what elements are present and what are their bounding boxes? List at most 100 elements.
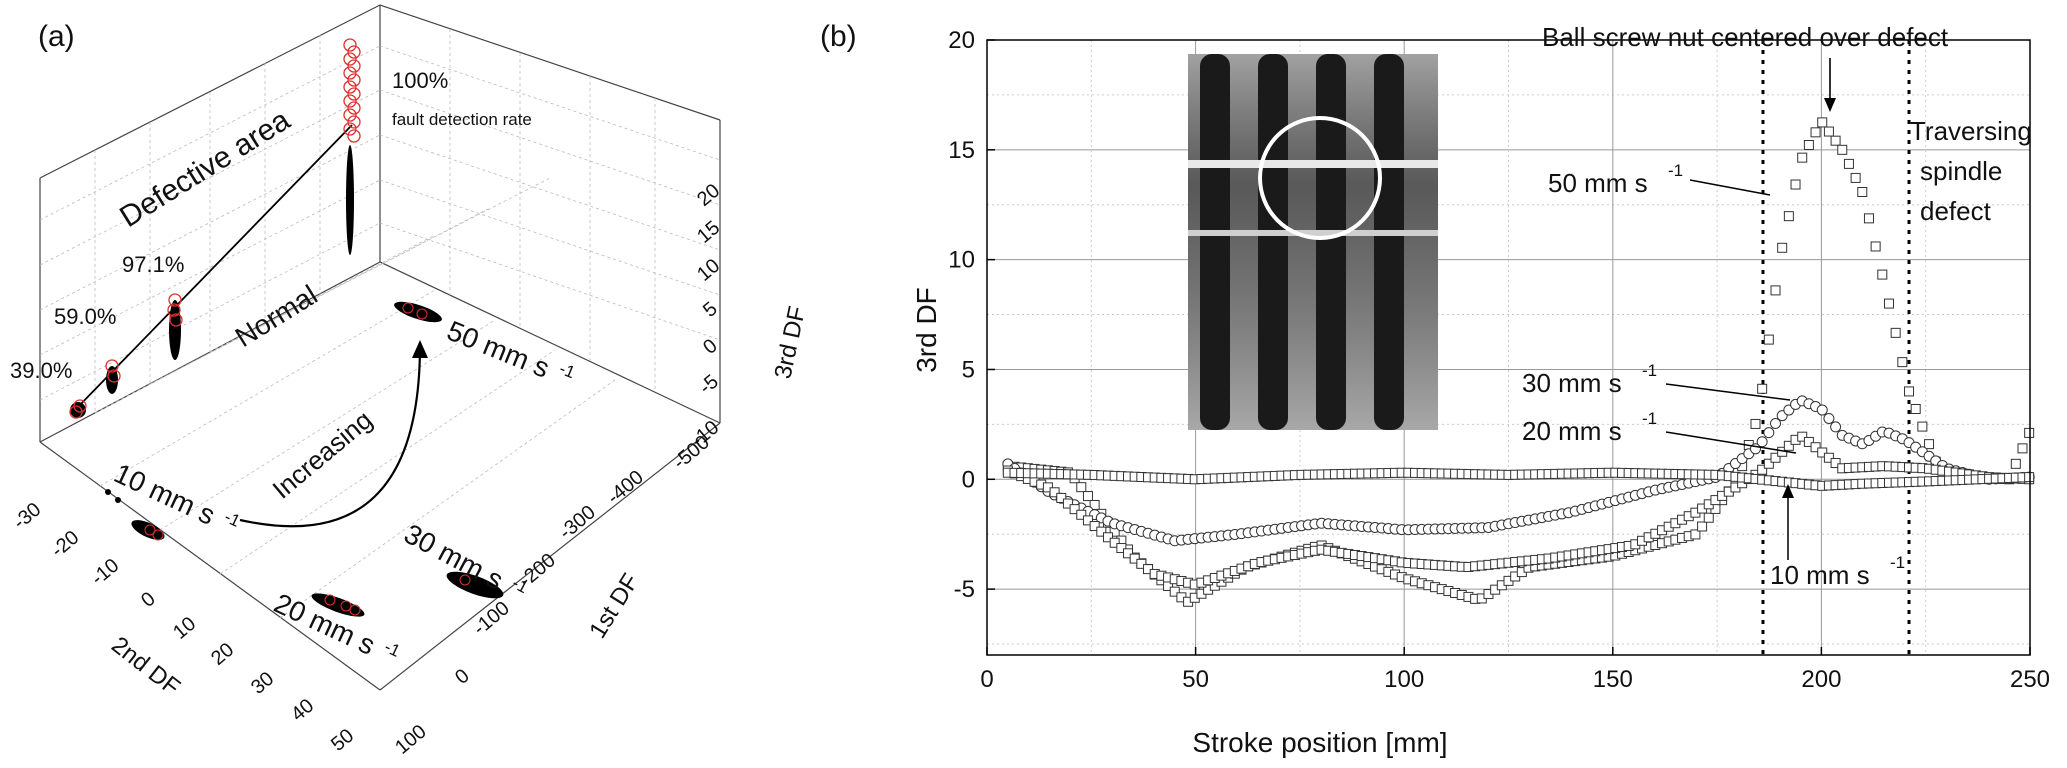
x-tick-label: 50 bbox=[1182, 666, 1209, 693]
data-point bbox=[1069, 504, 1080, 515]
red-point bbox=[347, 73, 361, 87]
series-3 bbox=[1002, 467, 2035, 491]
svg-text:0: 0 bbox=[137, 588, 160, 612]
normal-label: Normal bbox=[230, 279, 323, 353]
x-tick-label: 100 bbox=[1384, 666, 1424, 693]
cluster-97 bbox=[167, 293, 183, 360]
data-point bbox=[1770, 417, 1782, 429]
panel-a: (a) bbox=[9, 4, 811, 759]
data-point bbox=[1109, 537, 1120, 548]
svg-text:-1: -1 bbox=[1642, 409, 1657, 428]
svg-text:-1: -1 bbox=[1890, 553, 1905, 572]
data-point bbox=[1790, 179, 1801, 190]
svg-text:-30: -30 bbox=[9, 498, 45, 533]
data-point bbox=[1797, 431, 1808, 442]
data-point bbox=[1049, 487, 1060, 498]
data-point bbox=[1830, 458, 1841, 469]
data-point bbox=[1924, 439, 1935, 450]
data-point bbox=[1830, 135, 1841, 146]
svg-text:0: 0 bbox=[699, 335, 722, 359]
panel-a-grid bbox=[39, 29, 721, 619]
data-point bbox=[1102, 532, 1113, 543]
y-tick-label: 5 bbox=[962, 356, 975, 383]
chart-b-frame bbox=[986, 39, 2031, 656]
data-point bbox=[1897, 357, 1908, 368]
defective-area-label: Defective area bbox=[114, 103, 296, 234]
panel-a-label: (a) bbox=[38, 20, 75, 53]
speed-label-30: 30 mm s -1 bbox=[399, 518, 531, 597]
inset-photo bbox=[1188, 54, 1438, 430]
axis-2nd-df-label: 2nd DF bbox=[106, 631, 185, 701]
red-point bbox=[347, 59, 361, 73]
chart-b-points bbox=[1002, 117, 2035, 607]
data-point bbox=[1823, 412, 1835, 424]
data-point bbox=[1757, 383, 1768, 394]
svg-text:-300: -300 bbox=[555, 501, 600, 544]
axis-1st-df-label: 1st DF bbox=[584, 569, 644, 643]
chart-b-y-label: 3rd DF bbox=[911, 287, 942, 373]
detection-rate-text: fault detection rate bbox=[392, 110, 532, 129]
series-2 bbox=[1002, 431, 2035, 590]
data-point bbox=[1757, 464, 1768, 475]
data-point bbox=[1857, 186, 1868, 197]
data-point bbox=[1803, 436, 1814, 447]
svg-text:50 mm s: 50 mm s bbox=[443, 315, 554, 384]
svg-text:0: 0 bbox=[451, 665, 474, 689]
annotation-traversing-2: spindle bbox=[1920, 156, 2002, 186]
axis-3rd-df-ticks: 20 15 10 5 0 -5 -10 bbox=[687, 180, 724, 452]
data-point bbox=[1129, 553, 1140, 564]
x-tick-label: 0 bbox=[980, 666, 993, 693]
svg-text:-1: -1 bbox=[1642, 361, 1657, 380]
red-point bbox=[347, 87, 361, 101]
data-point bbox=[1830, 421, 1842, 433]
svg-text:20: 20 bbox=[207, 639, 238, 670]
svg-text:30: 30 bbox=[247, 668, 278, 699]
data-point bbox=[1870, 241, 1881, 252]
data-point bbox=[1783, 211, 1794, 222]
red-point bbox=[343, 108, 357, 122]
red-point bbox=[343, 122, 357, 136]
data-point bbox=[1082, 491, 1093, 502]
cluster-59 bbox=[105, 359, 121, 394]
increasing-velocity-arrow bbox=[239, 344, 422, 528]
axis-1st-df-ticks: -500 -400 -300 -200 -100 0 100 bbox=[391, 431, 714, 759]
pct-97-label: 97.1% bbox=[122, 252, 184, 277]
defect-highlight-circle bbox=[1258, 116, 1382, 240]
red-point bbox=[347, 101, 361, 115]
y-tick-label: 0 bbox=[962, 466, 975, 493]
detection-rate-value: 100% bbox=[392, 68, 448, 93]
chart-b-x-ticks: 0 50 100 150 200 250 bbox=[980, 647, 2050, 693]
data-point bbox=[1783, 440, 1794, 451]
svg-text:50: 50 bbox=[327, 725, 358, 756]
red-point bbox=[343, 38, 357, 52]
svg-text:-20: -20 bbox=[47, 526, 83, 561]
data-point bbox=[1703, 512, 1714, 523]
annotation-centered: Ball screw nut centered over defect bbox=[1542, 22, 1949, 52]
increasing-label: Increasing bbox=[267, 405, 378, 505]
floor-cluster-30 bbox=[446, 571, 504, 599]
svg-text:-1: -1 bbox=[557, 359, 578, 382]
x-tick-label: 200 bbox=[1801, 666, 1841, 693]
data-point bbox=[1797, 152, 1808, 163]
svg-text:-100: -100 bbox=[469, 597, 514, 640]
data-point bbox=[1770, 285, 1781, 296]
floor-cluster-10 bbox=[105, 489, 165, 541]
svg-text:40: 40 bbox=[287, 695, 318, 726]
axis-3rd-df-label: 3rd DF bbox=[769, 304, 811, 381]
data-point bbox=[1062, 498, 1073, 509]
svg-text:-1: -1 bbox=[1668, 161, 1683, 180]
red-point bbox=[343, 80, 357, 94]
speed-label-50: 50 mm s -1 bbox=[443, 315, 578, 384]
data-point bbox=[1096, 526, 1107, 537]
data-point bbox=[1082, 515, 1093, 526]
data-point bbox=[1136, 558, 1147, 569]
svg-text:-1: -1 bbox=[221, 507, 243, 531]
cluster-100 bbox=[343, 38, 361, 255]
data-point bbox=[1810, 442, 1821, 453]
red-point bbox=[347, 129, 361, 143]
data-point bbox=[2010, 458, 2021, 469]
series-label-20: 20 mm s -1 bbox=[1522, 409, 1797, 454]
